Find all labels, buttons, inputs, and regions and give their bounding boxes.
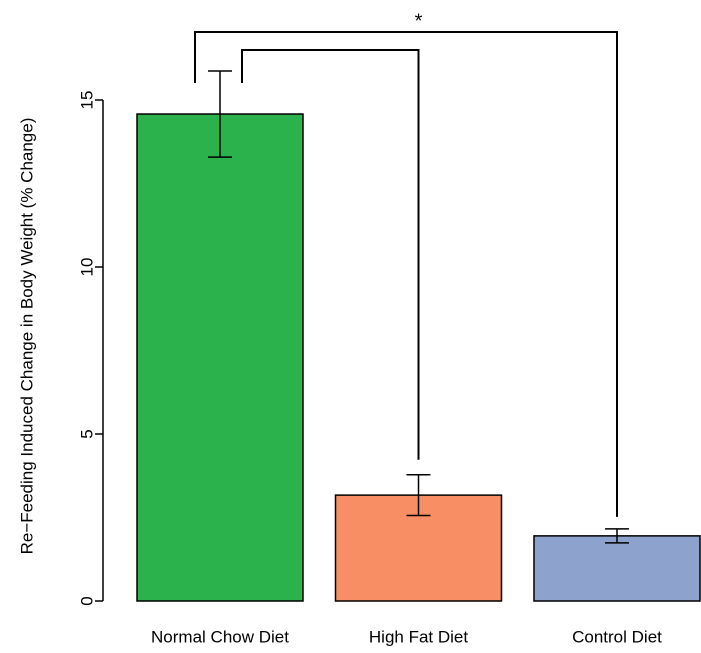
significance-bracket — [241, 49, 420, 460]
y-tick-label: 10 — [77, 258, 96, 277]
x-tick-label: Control Diet — [572, 627, 662, 646]
y-tick-label: 5 — [77, 429, 96, 438]
bar — [533, 535, 701, 602]
y-axis-label: Re−Feeding Induced Change in Body Weight… — [17, 118, 36, 555]
significance-marker: * — [415, 10, 423, 32]
y-tick-label: 15 — [77, 91, 96, 110]
significance-bracket — [194, 31, 618, 517]
x-tick-label: High Fat Diet — [369, 627, 468, 646]
x-tick-label: Normal Chow Diet — [151, 627, 289, 646]
y-tick-label: 0 — [77, 596, 96, 605]
bar — [136, 113, 304, 602]
